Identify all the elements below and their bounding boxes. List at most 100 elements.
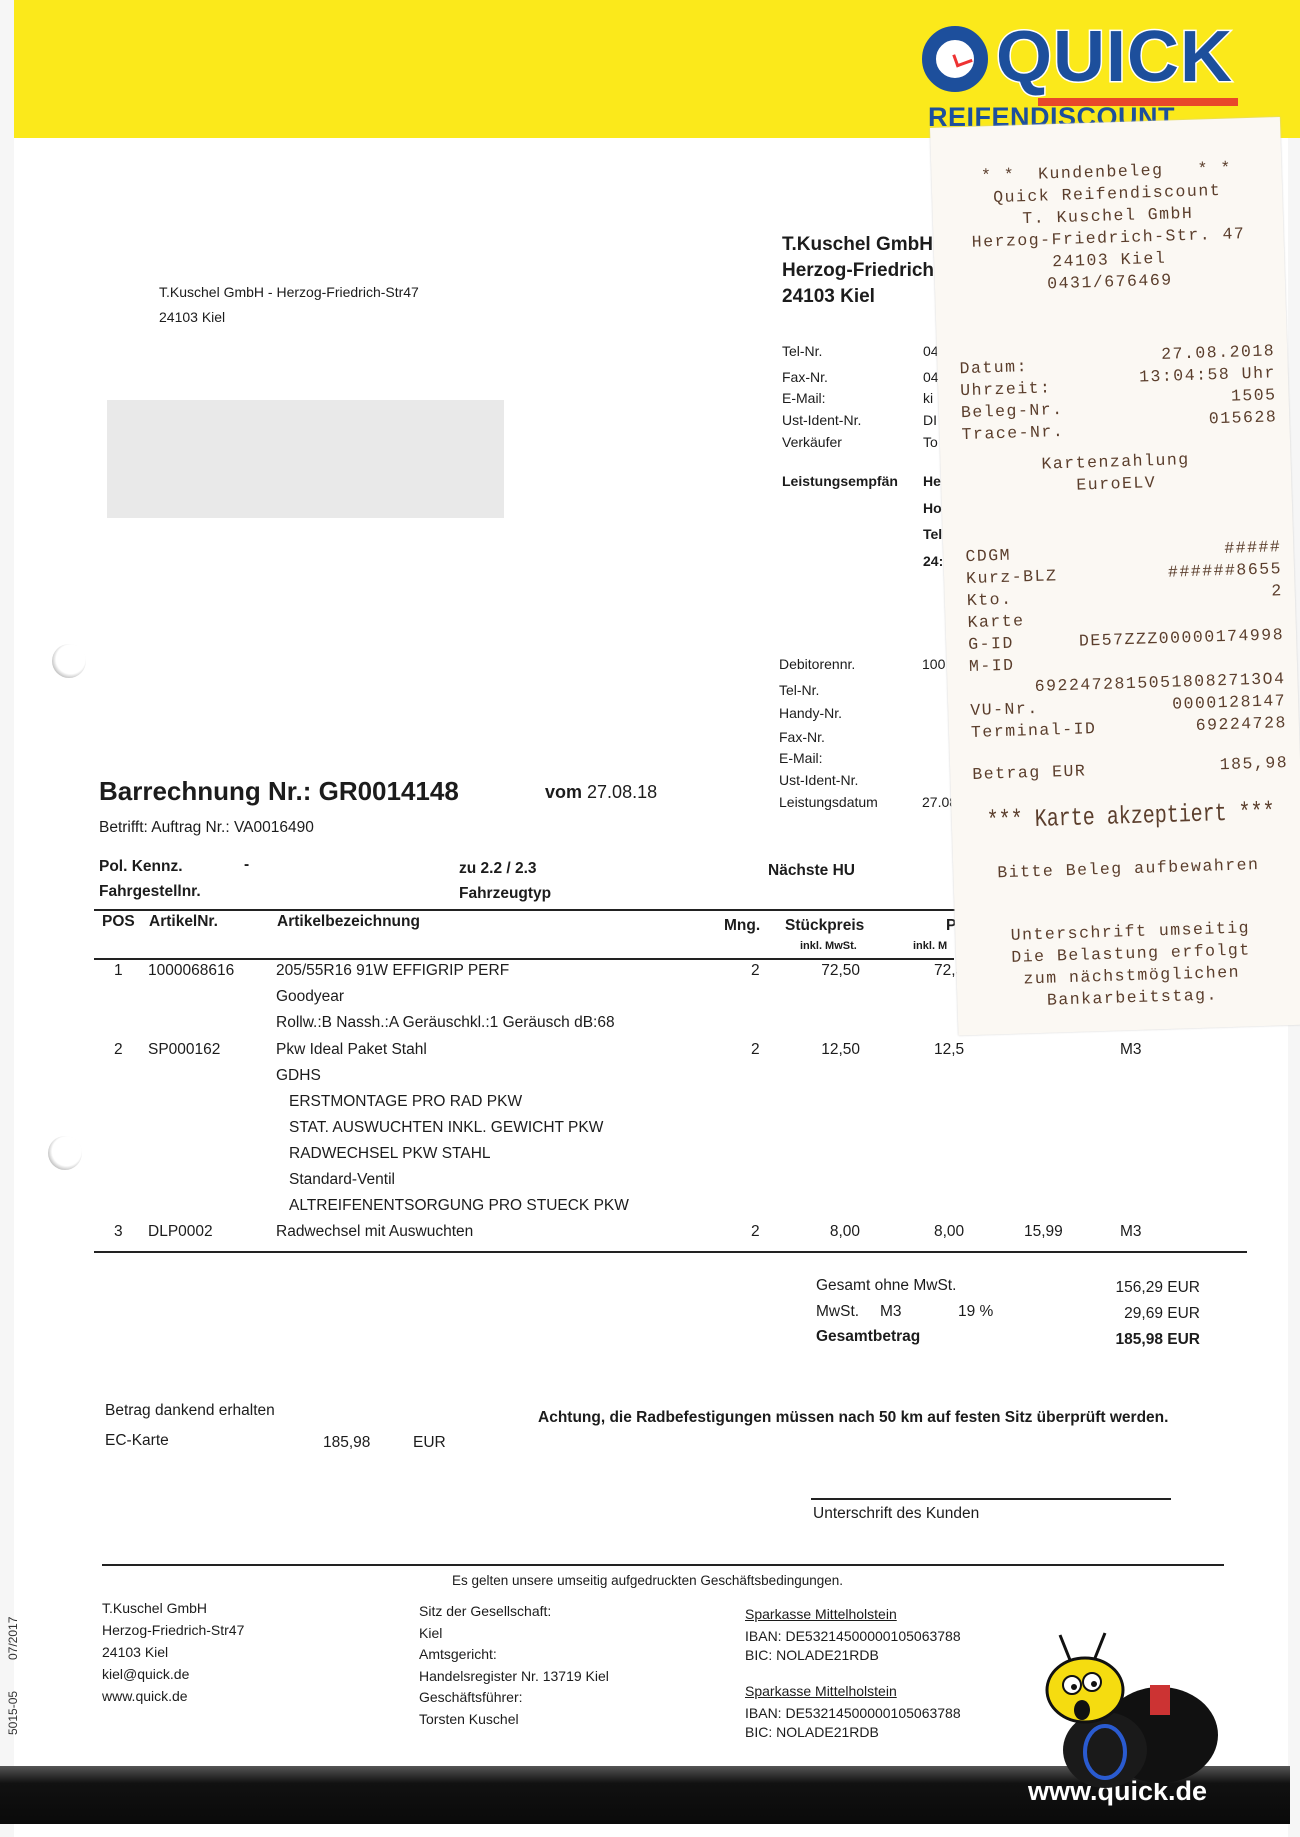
row-bezeichnung: Pkw Ideal Paket Stahl [276, 1041, 427, 1058]
row-detail: Goodyear [276, 988, 345, 1005]
row-preis: 12,5 [934, 1041, 965, 1058]
bank-bic: BIC: NOLADE21RDB [745, 1647, 879, 1663]
customer-label: Ust-Ident-Nr. [779, 772, 859, 788]
receipt-card-label: Karte [967, 611, 1025, 633]
receipt-gid: DE57ZZZ00000174998 [1078, 625, 1285, 651]
receipt-amount-label: Betrag EUR [972, 761, 1087, 784]
receipt-card-value: 2 [1271, 581, 1284, 601]
row-stueckpreis: 72,50 [821, 962, 860, 979]
contact-label: Tel-Nr. [782, 343, 823, 359]
footer-company-line: 24103 Kiel [102, 1644, 169, 1660]
customer-value: 27.08 [922, 794, 958, 810]
gesamt-label: Gesamtbetrag [816, 1328, 921, 1345]
logo-bar [1038, 98, 1238, 106]
customer-label: E-Mail: [779, 750, 823, 766]
company-street: Herzog-Friedrich [782, 260, 935, 281]
betrifft: Betrifft: Auftrag Nr.: VA0016490 [99, 819, 314, 836]
receipt-field-value: 015628 [1208, 407, 1278, 429]
recipient-line: Tel [923, 526, 943, 542]
footer-legal-line: Amtsgericht: [419, 1646, 497, 1662]
footer-legal-line: Handelsregister Nr. 13719 Kiel [419, 1667, 609, 1684]
footer-legal-line: Torsten Kuschel [419, 1710, 519, 1727]
receipt-field-value: 27.08.2018 [1160, 341, 1276, 364]
bank-name: Sparkasse Mittelholstein [745, 1683, 897, 1699]
netto-value: 156,29 EUR [1115, 1279, 1200, 1296]
row-menge: 2 [751, 962, 760, 979]
mwst-label: MwSt. [816, 1303, 860, 1320]
wheel-notice: Achtung, die Radbefestigungen müssen nac… [538, 1409, 1169, 1426]
row-pos: 1 [114, 962, 123, 979]
row-menge: 2 [751, 1223, 760, 1240]
zu-label: zu 2.2 / 2.3 [459, 860, 537, 877]
pol-kennz-value: - [244, 856, 250, 873]
footer-company-line: kiel@quick.de [102, 1666, 190, 1682]
payment-amount: 185,98 [323, 1434, 371, 1451]
receipt-card-label: CDGM [965, 545, 1012, 567]
row-artikelnr: SP000162 [148, 1041, 221, 1058]
row-gesamt: 15,99 [1024, 1223, 1063, 1240]
row-preis: 8,00 [934, 1223, 965, 1240]
signature-label: Unterschrift des Kunden [813, 1505, 980, 1522]
gesamt-value: 185,98 EUR [1115, 1331, 1200, 1348]
receipt-gid-label: G-ID [967, 633, 1015, 655]
stopwatch-icon [922, 26, 988, 92]
footer-company-line: www.quick.de [102, 1688, 188, 1704]
row-subitem: ERSTMONTAGE PRO RAD PKW [289, 1093, 523, 1110]
card-receipt: * * Kundenbeleg * * Quick Reifendiscount T… [930, 117, 1300, 1036]
row-bezeichnung: Radwechsel mit Auswuchten [276, 1223, 474, 1240]
receipt-card-label: Kurz-BLZ [965, 566, 1058, 589]
col-preis-sub: inkl. M [913, 940, 948, 952]
col-artikelnr: ArtikelNr. [149, 913, 218, 930]
contact-value: 04 [923, 369, 939, 385]
bank-iban: IBAN: DE53214500000105063788 [745, 1705, 961, 1721]
bee-mascot-icon [1045, 1632, 1218, 1788]
col-stueckpreis-sub: inkl. MwSt. [800, 940, 857, 952]
col-pos: POS [102, 913, 135, 930]
signature-line [811, 1498, 1171, 1500]
bank-bic: BIC: NOLADE21RDB [745, 1724, 879, 1740]
col-menge: Mng. [724, 917, 761, 934]
mwst-rate: 19 % [958, 1303, 994, 1320]
receipt-field-value: 1505 [1230, 385, 1277, 406]
row-detail: GDHS [276, 1067, 321, 1084]
contact-label: Fax-Nr. [782, 369, 828, 385]
contact-label: E-Mail: [782, 390, 826, 406]
sender-line: T.Kuschel GmbH - Herzog-Friedrich-Str47 [159, 284, 419, 300]
row-mwst: M3 [1120, 1223, 1142, 1240]
redacted-address [107, 400, 504, 518]
receipt-mid-label: M-ID [968, 655, 1015, 677]
punch-hole [48, 1136, 82, 1170]
receipt-vu: 0000128147 [1171, 691, 1287, 714]
sender-city: 24103 Kiel [159, 309, 226, 325]
mwst-code: M3 [880, 1303, 902, 1320]
mwst-value: 29,69 EUR [1124, 1305, 1200, 1322]
divider [94, 1251, 1247, 1253]
invoice-date: 27.08.18 [587, 782, 658, 802]
divider [94, 958, 954, 960]
customer-label: Debitorennr. [779, 656, 856, 672]
footer-legal-line: Geschäftsführer: [419, 1689, 523, 1705]
row-artikelnr: 1000068616 [148, 962, 235, 979]
receipt-field-label: Beleg-Nr. [960, 399, 1064, 423]
customer-label: Leistungsdatum [779, 794, 878, 810]
receipt-card-value: ##### [1224, 537, 1282, 558]
company-name: T.Kuschel GmbH [782, 234, 933, 255]
receipt-amount: 185,98 [1219, 753, 1289, 775]
footer-company-line: Herzog-Friedrich-Str47 [102, 1622, 245, 1638]
col-stueckpreis: Stückpreis [785, 917, 865, 934]
fahrzeugtyp-label: Fahrzeugtyp [459, 885, 552, 902]
receipt-field-label: Datum: [959, 357, 1029, 379]
footer-legal-line: Sitz der Gesellschaft: [419, 1603, 552, 1619]
row-subitem: ALTREIFENENTSORGUNG PRO STUECK PKW [289, 1197, 629, 1214]
form-code: 5015-05 [6, 1690, 20, 1735]
bank-iban: IBAN: DE53214500000105063788 [745, 1628, 961, 1644]
row-subitem: RADWECHSEL PKW STAHL [289, 1145, 491, 1162]
form-date: 07/2017 [6, 1616, 20, 1660]
receipt-terminal-label: Terminal-ID [970, 719, 1097, 743]
recipient-line: Ho [923, 500, 942, 516]
row-subitem: STAT. AUSWUCHTEN INKL. GEWICHT PKW [289, 1119, 604, 1136]
customer-label: Handy-Nr. [779, 705, 843, 721]
fahrgestell-label: Fahrgestellnr. [99, 883, 201, 900]
row-subitem: Standard-Ventil [289, 1171, 395, 1188]
recipient-line: 24: [923, 553, 944, 569]
